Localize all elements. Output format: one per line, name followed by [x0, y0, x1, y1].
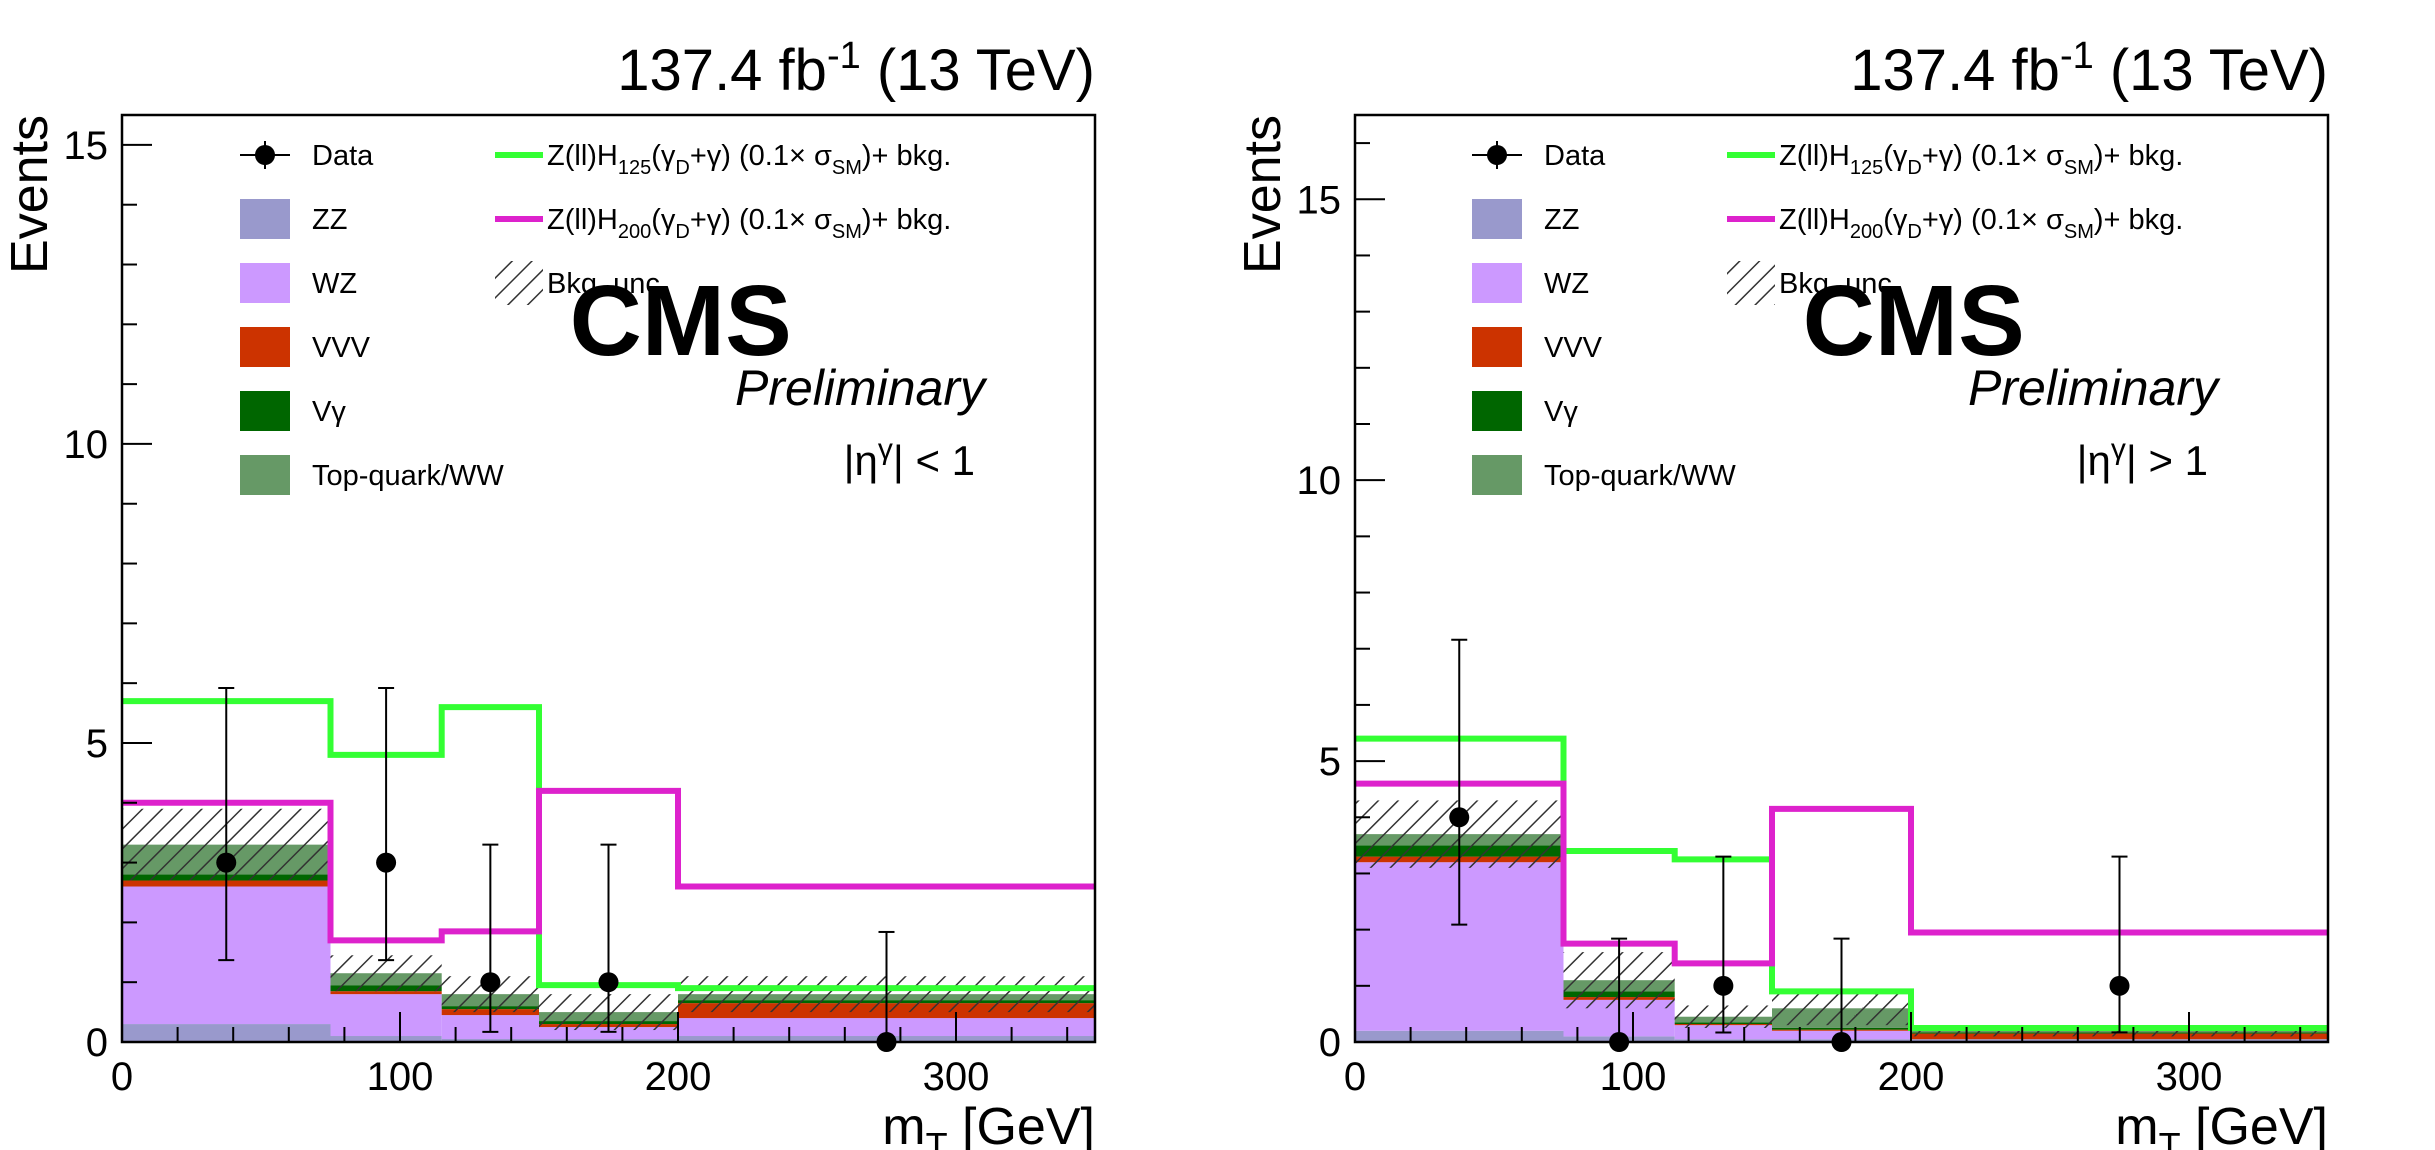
legend-swatch-wz [1472, 263, 1522, 303]
legend-data-marker [255, 145, 275, 165]
luminosity-label: 137.4 fb-1 (13 TeV) [617, 35, 1095, 103]
right-panel-eta-gt-1: 0 100 200 300 0 5 10 15 mT [GeV] Events 137.4 fb-1… [1234, 35, 2330, 1150]
bkg-bar-wz-bin3 [539, 1027, 678, 1040]
legend-signal-label-125: Z(ll)H125(γD+γ) (0.1× σSM)+ bkg. [1779, 140, 2183, 179]
legend-unc-label: Bkg. unc. [1779, 268, 1900, 300]
y-tick-label: 5 [86, 722, 108, 766]
bkg-bar-vvv-bin1 [330, 991, 442, 995]
legend-unc-swatch [1727, 261, 1775, 305]
legend-label-top-quark-ww: Top-quark/WW [1544, 460, 1736, 492]
legend-label-v-: Vγ [312, 396, 346, 428]
data-point [2109, 975, 2130, 996]
legend-label-wz: WZ [1544, 268, 1589, 300]
legend-signal-label-200: Z(ll)H200(γD+γ) (0.1× σSM)+ bkg. [547, 204, 951, 243]
cms-label: CMS [570, 265, 792, 377]
legend-label-zz: ZZ [312, 204, 347, 236]
data-point [376, 852, 397, 873]
bkg-bar-zz-bin0 [1355, 1030, 1564, 1042]
bkg-bar-zz-bin2 [441, 1039, 539, 1042]
data-point [1449, 807, 1470, 828]
y-tick-label: 10 [1297, 459, 1342, 503]
bkg-bar-wz-bin1 [330, 994, 442, 1037]
x-tick-label: 300 [2156, 1055, 2223, 1099]
legend-label-top-quark-ww: Top-quark/WW [312, 460, 504, 492]
bkg-unc-band-bin1 [330, 955, 442, 992]
data-point [1713, 975, 1734, 996]
luminosity-label: 137.4 fb-1 (13 TeV) [1850, 35, 2328, 103]
legend-label-v-: Vγ [1544, 396, 1578, 428]
y-axis-title: Events [1234, 115, 1292, 274]
legend-signal-label-200: Z(ll)H200(γD+γ) (0.1× σSM)+ bkg. [1779, 204, 2183, 243]
data-point [598, 972, 619, 993]
x-tick-label: 200 [645, 1055, 712, 1099]
legend-swatch-wz [240, 263, 290, 303]
legend-signal-label-125: Z(ll)H125(γD+γ) (0.1× σSM)+ bkg. [547, 140, 951, 179]
cms-label: CMS [1803, 265, 2025, 377]
x-tick-label: 100 [367, 1055, 434, 1099]
x-tick-label: 200 [1878, 1055, 1945, 1099]
x-axis-title: mT [GeV] [882, 1098, 1095, 1150]
legend-unc-label: Bkg. unc. [547, 268, 668, 300]
preliminary-label: Preliminary [1968, 360, 2221, 416]
y-tick-label: 5 [1319, 740, 1341, 784]
region-label: |ηγ| < 1 [844, 433, 975, 484]
bkg-bar-zz-bin2 [1674, 1039, 1772, 1042]
bkg-bar-zz-bin3 [539, 1039, 678, 1042]
legend-label-vvv: VVV [1544, 332, 1603, 364]
legend-swatch-top-quark-ww [1472, 455, 1522, 495]
x-tick-label: 300 [923, 1055, 990, 1099]
legend-swatch-top-quark-ww [240, 455, 290, 495]
y-tick-label: 0 [86, 1021, 108, 1065]
legend-data-label: Data [1544, 140, 1606, 172]
legend-swatch-v- [1472, 391, 1522, 431]
x-tick-label: 0 [1344, 1055, 1366, 1099]
data-point [480, 972, 501, 993]
preliminary-label: Preliminary [735, 360, 988, 416]
bkg-bar-zz-bin0 [122, 1024, 331, 1042]
legend-swatch-vvv [240, 327, 290, 367]
y-tick-label: 0 [1319, 1021, 1341, 1065]
legend-data-label: Data [312, 140, 374, 172]
legend-unc-swatch [495, 261, 543, 305]
legend-swatch-zz [1472, 199, 1522, 239]
legend-swatch-v- [240, 391, 290, 431]
plot-frame [1353, 113, 2330, 1044]
plot-frame [120, 113, 1097, 1044]
y-tick-label: 15 [64, 124, 109, 168]
left-panel-eta-lt-1: 0 100 200 300 0 5 10 15 mT [GeV] Events 137.4 fb-1… [1, 35, 1097, 1150]
legend-swatch-vvv [1472, 327, 1522, 367]
region-label: |ηγ| > 1 [2077, 433, 2208, 484]
x-tick-label: 100 [1600, 1055, 1667, 1099]
x-tick-label: 0 [111, 1055, 133, 1099]
signal-line-125 [122, 698, 1095, 992]
legend-swatch-zz [240, 199, 290, 239]
y-axis-title: Events [1, 115, 59, 274]
legend-label-wz: WZ [312, 268, 357, 300]
legend-label-vvv: VVV [312, 332, 371, 364]
bkg-bar-zz-bin1 [330, 1036, 442, 1042]
legend-label-zz: ZZ [1544, 204, 1579, 236]
y-tick-label: 10 [64, 423, 109, 467]
y-tick-label: 15 [1297, 178, 1342, 222]
bkg-bar-zz-bin4 [1911, 1039, 2328, 1042]
legend-data-marker [1487, 145, 1507, 165]
data-point [216, 852, 237, 873]
x-axis-title: mT [GeV] [2115, 1098, 2328, 1150]
